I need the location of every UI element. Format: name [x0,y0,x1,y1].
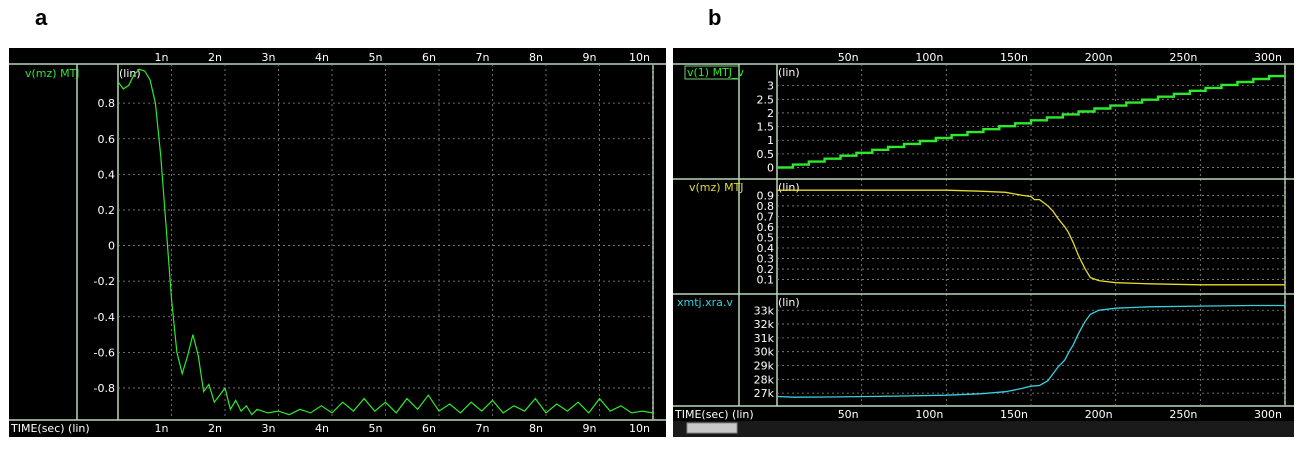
chart-b-scrollbar-thumb [686,422,738,434]
chart-a-series-line [117,68,654,416]
chart-b-y-tick-label: 2.5 [757,93,775,106]
chart-b-y-tick-label: 1 [767,134,774,147]
chart-a-y-tick-label: 0.6 [98,133,116,146]
chart-b-x-tick-label-bottom: 300n [1254,408,1282,421]
chart-b-y-tick-label: 32k [754,318,775,331]
chart-b-y-tick-label: 0.4 [757,242,775,255]
panel-letter-a: a [35,5,48,30]
chart-b-y-tick-label: 0.9 [757,189,775,202]
chart-a-x-tick-label-top: 4n [315,51,329,64]
chart-a-x-tick-label-bottom: 1n [155,422,169,435]
chart-b-x-tick-label-top: 250n [1169,51,1197,64]
chart-b-series-line [777,189,1285,286]
chart-a-y-tick-label: 0.2 [98,204,116,217]
chart-b-y-tick-label: 3 [767,80,774,93]
chart-b-y-tick-label: 27k [754,387,775,400]
chart-b-y-scale-label: (lin) [778,181,800,194]
chart-a-y-tick-label: -0.4 [94,311,115,324]
chart-a-x-tick-label-top: 5n [369,51,383,64]
chart-a-x-tick-label-bottom: 8n [529,422,543,435]
chart-a-x-axis-label: TIME(sec) (lin) [10,422,90,435]
chart-a-x-tick-label-bottom: 6n [422,422,436,435]
chart-a-x-tick-label-top: 10n [629,51,650,64]
chart-a-x-tick-label-bottom: 2n [208,422,222,435]
chart-a-y-tick-label: -0.2 [94,275,115,288]
panel-letter-b: b [708,5,722,30]
chart-a-x-tick-label-bottom: 5n [369,422,383,435]
chart-a-x-tick-label-bottom: 7n [476,422,490,435]
chart-b-y-tick-label: 28k [754,373,775,386]
chart-a-y-scale-label: (lin) [119,67,141,80]
chart-a-x-tick-label-top: 9n [583,51,597,64]
chart-b: 50n50n100n100n150n150n200n200n250n250n30… [673,48,1294,437]
chart-a-y-tick-label: -0.6 [94,346,115,359]
chart-a-x-tick-label-top: 2n [208,51,222,64]
chart-b-x-tick-label-top: 150n [1000,51,1028,64]
chart-b-signal-label: v(1) MTJ_v [687,66,745,79]
chart-a-y-tick-label: 0.8 [98,97,116,110]
chart-a-x-tick-label-bottom: 4n [315,422,329,435]
chart-a-x-tick-label-bottom: 9n [583,422,597,435]
chart-b-signal-label-box [684,65,740,80]
chart-b-x-tick-label-bottom: 200n [1085,408,1113,421]
chart-a-signal-label: v(mz) MTJ [25,67,80,80]
chart-a-x-tick-label-top: 3n [262,51,276,64]
chart-a-x-tick-label-top: 8n [529,51,543,64]
chart-a-x-tick-label-top: 1n [155,51,169,64]
chart-b-x-tick-label-top: 200n [1085,51,1113,64]
chart-a-x-tick-label-bottom: 10n [629,422,650,435]
chart-b-y-scale-label: (lin) [778,66,800,79]
chart-b-scrollbar-track [673,421,1294,437]
chart-b-y-scale-label: (lin) [778,296,800,309]
chart-b-x-tick-label-bottom: 100n [915,408,943,421]
chart-b-x-tick-label-top: 50n [838,51,859,64]
chart-b-y-tick-label: 33k [754,304,775,317]
chart-b-x-tick-label-bottom: 50n [838,408,859,421]
chart-b-x-tick-label-top: 100n [915,51,943,64]
chart-a-x-tick-label-top: 6n [422,51,436,64]
chart-b-series-line [776,304,1285,398]
chart-b-y-tick-label: 0.2 [757,263,775,276]
chart-b-y-tick-label: 1.5 [757,121,775,134]
chart-b-y-tick-label: 29k [754,359,775,372]
chart-b-y-tick-label: 0.7 [757,210,775,223]
chart-a-y-tick-label: -0.8 [94,382,115,395]
chart-b-y-tick-label: 31k [754,332,775,345]
chart-b-x-axis-label: TIME(sec) (lin) [674,408,754,421]
chart-b-signal-label: xmtj.xra.v [677,296,733,309]
chart-b-x-tick-label-bottom: 250n [1169,408,1197,421]
chart-b-y-tick-label: 0.5 [757,232,775,245]
chart-b-y-tick-label: 0.6 [757,221,775,234]
chart-a-y-tick-label: 0 [108,240,115,253]
chart-b-signal-label: v(mz) MTJ [689,181,744,194]
chart-b-y-tick-label: 0.3 [757,253,775,266]
chart-a: 1n 1n 2n 2n 3n 3n 4n 4n 5n 5n 6n 6n 7n 7n 8n 8n 9n 9n 10n 1… [9,48,666,437]
chart-b-step-series [777,74,1285,169]
chart-a-x-tick-label-bottom: 3n [262,422,276,435]
chart-b-y-tick-label: 0.1 [757,274,775,287]
chart-a-y-tick-label: 0.4 [98,168,116,181]
chart-a-x-tick-label-top: 7n [476,51,490,64]
chart-b-y-tick-label: 2 [767,107,774,120]
chart-b-y-tick-label: 0 [767,162,774,175]
chart-b-x-tick-label-bottom: 150n [1000,408,1028,421]
chart-b-y-tick-label: 30k [754,346,775,359]
chart-b-y-tick-label: 0.8 [757,200,775,213]
chart-b-y-tick-label: 0.5 [757,148,775,161]
chart-b-x-tick-label-top: 300n [1254,51,1282,64]
